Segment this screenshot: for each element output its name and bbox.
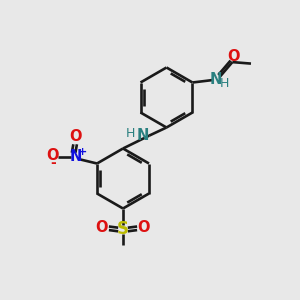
Text: -: - [50, 157, 56, 170]
Text: +: + [77, 146, 87, 157]
Text: H: H [126, 127, 135, 140]
Text: N: N [210, 72, 222, 87]
Text: N: N [69, 149, 82, 164]
Text: O: O [227, 49, 240, 64]
Text: O: O [46, 148, 59, 163]
Text: O: O [138, 220, 150, 235]
Text: O: O [96, 220, 108, 235]
Text: S: S [117, 220, 129, 238]
Text: H: H [220, 76, 229, 90]
Text: N: N [137, 128, 149, 142]
Text: O: O [70, 129, 82, 144]
